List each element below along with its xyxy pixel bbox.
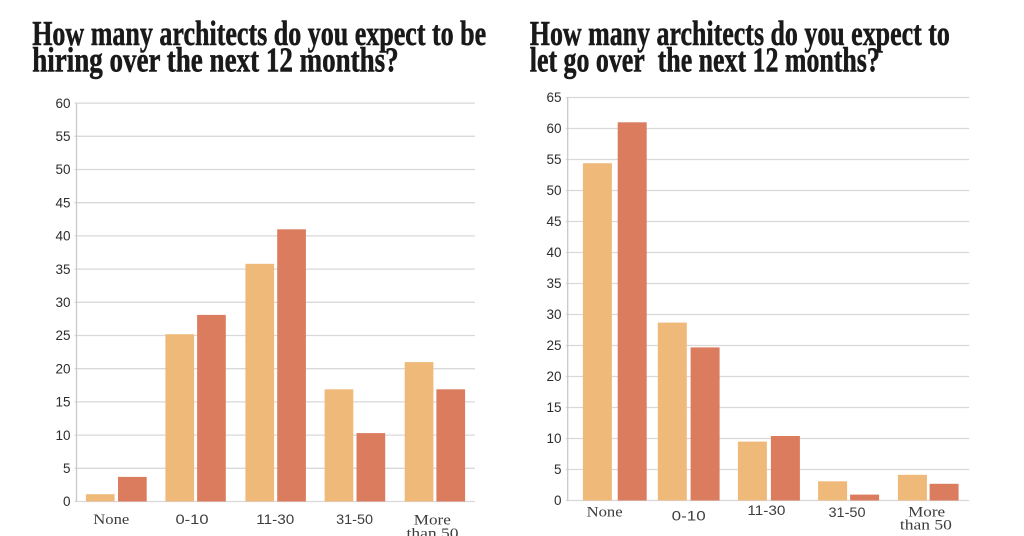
svg-text:20: 20 xyxy=(546,369,561,384)
svg-text:5: 5 xyxy=(554,462,562,477)
svg-text:let go over the next 12 month: let go over the next 12 months? xyxy=(530,42,880,80)
svg-text:30: 30 xyxy=(55,295,70,310)
svg-text:45: 45 xyxy=(55,195,70,210)
svg-text:55: 55 xyxy=(546,152,561,167)
svg-text:31-50: 31-50 xyxy=(336,512,373,527)
svg-text:40: 40 xyxy=(55,229,70,244)
svg-text:0: 0 xyxy=(554,493,562,508)
svg-text:0-10: 0-10 xyxy=(176,512,209,527)
svg-text:10: 10 xyxy=(55,428,70,443)
svg-text:15: 15 xyxy=(546,400,561,415)
svg-text:35: 35 xyxy=(55,262,70,277)
svg-text:31-50: 31-50 xyxy=(829,505,866,520)
svg-text:11-30: 11-30 xyxy=(747,503,785,518)
svg-text:0: 0 xyxy=(63,494,71,509)
svg-text:40: 40 xyxy=(546,245,561,260)
svg-text:30: 30 xyxy=(546,307,561,322)
svg-text:55: 55 xyxy=(55,129,70,144)
svg-text:25: 25 xyxy=(546,338,561,353)
svg-text:hiring over the next 12 months: hiring over the next 12 months? xyxy=(32,42,399,80)
svg-text:50: 50 xyxy=(546,183,561,198)
svg-text:10: 10 xyxy=(546,431,561,446)
svg-text:More: More xyxy=(908,504,945,520)
svg-text:20: 20 xyxy=(55,361,70,376)
svg-text:5: 5 xyxy=(63,461,71,476)
svg-text:35: 35 xyxy=(546,276,561,291)
svg-text:None: None xyxy=(587,504,623,520)
svg-text:60: 60 xyxy=(546,121,561,136)
svg-text:45: 45 xyxy=(546,214,561,229)
svg-text:than 50: than 50 xyxy=(407,526,459,536)
svg-text:65: 65 xyxy=(546,90,561,105)
svg-text:than 50: than 50 xyxy=(900,518,952,534)
svg-text:None: None xyxy=(93,512,129,528)
svg-text:0-10: 0-10 xyxy=(672,508,706,523)
svg-text:How many architects do you exp: How many architects do you expect to xyxy=(530,15,950,53)
svg-text:60: 60 xyxy=(55,96,70,111)
svg-text:15: 15 xyxy=(55,395,70,410)
svg-text:11-30: 11-30 xyxy=(256,512,294,527)
svg-text:50: 50 xyxy=(55,162,70,177)
svg-text:More: More xyxy=(414,513,451,529)
svg-text:25: 25 xyxy=(55,328,70,343)
svg-text:How many architects do you exp: How many architects do you expect to be xyxy=(32,15,486,53)
